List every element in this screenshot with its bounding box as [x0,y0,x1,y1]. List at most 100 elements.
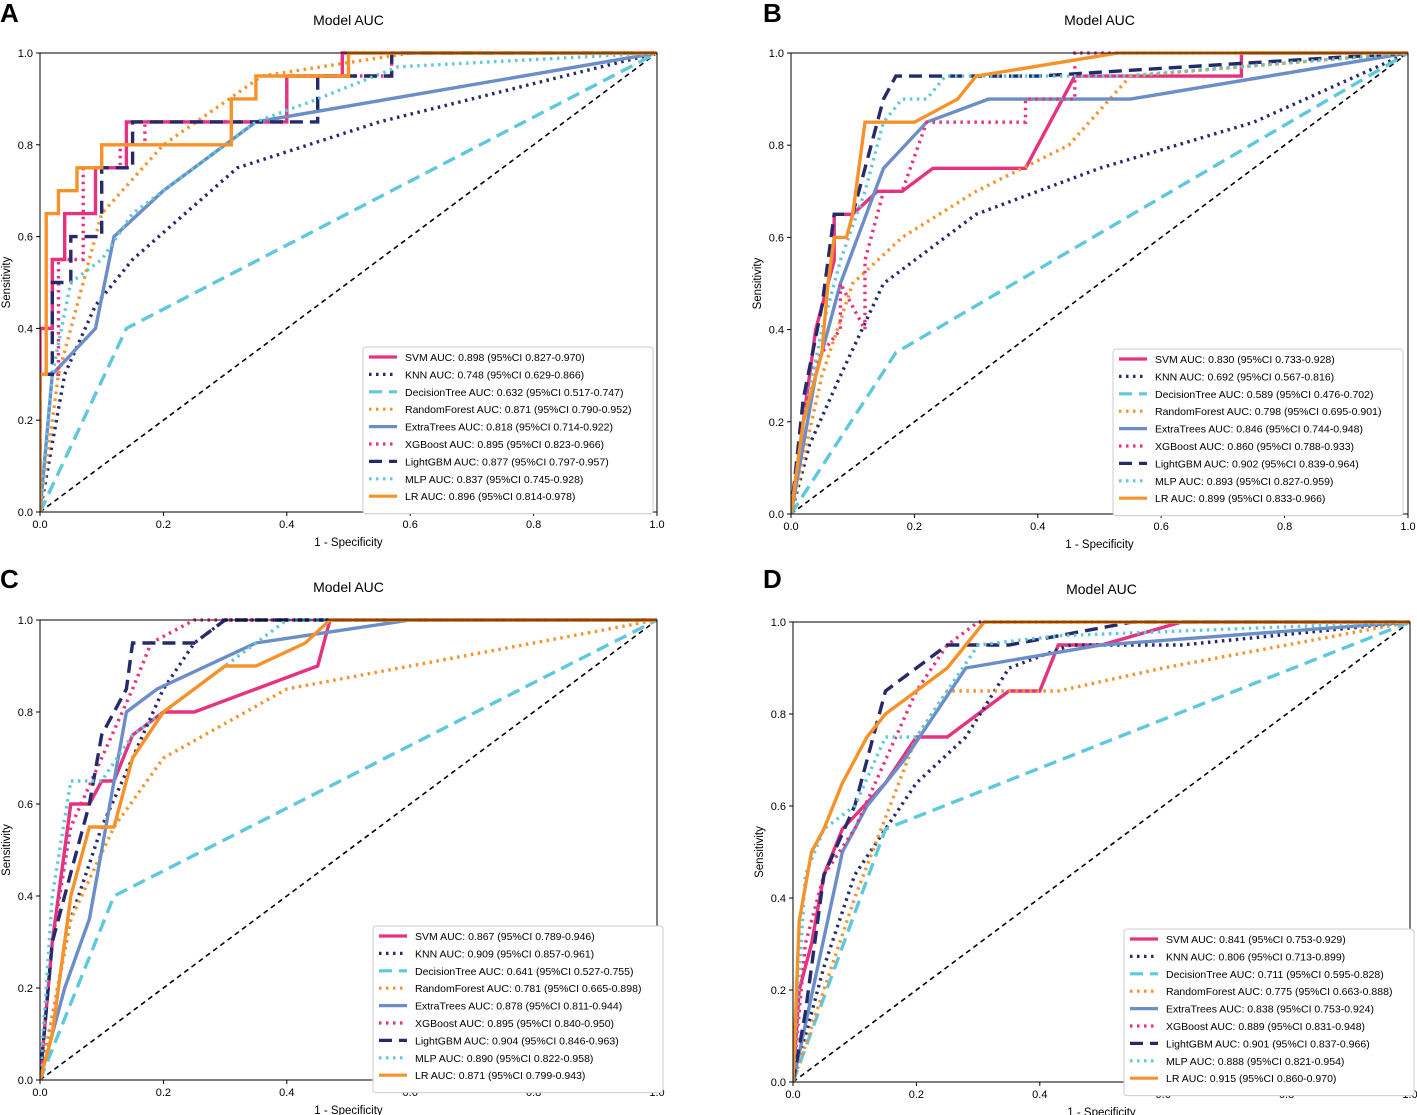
legend-label: KNN AUC: 0.909 (95%CI 0.857-0.961) [415,948,594,960]
x-tick-label: 0.2 [909,1089,924,1101]
x-tick-label: 0.0 [785,1089,800,1101]
chart-title: Model AUC [313,579,384,595]
y-tick-label: 0.8 [18,140,33,152]
roc-curve-knn [40,51,657,512]
y-tick-label: 0.6 [18,232,33,244]
legend-label: ExtraTrees AUC: 0.818 (95%CI 0.714-0.922… [405,422,613,434]
legend: SVM AUC: 0.898 (95%CI 0.827-0.970) KNN AU… [362,346,654,515]
legend-box [1123,928,1415,1097]
x-axis-label: 1 - Specificity [1067,1107,1136,1115]
y-axis-label: Sensitivity [752,257,764,309]
y-tick-label: 1.0 [18,48,33,60]
roc-curve-svm [793,620,1410,1082]
x-axis-label: 1 - Specificity [314,1105,383,1115]
y-tick-label: 0.8 [771,709,786,721]
legend-label: RandomForest AUC: 0.775 (95%CI 0.663-0.8… [1166,986,1392,998]
x-tick-label: 0.2 [907,521,922,533]
roc-curve-knn [793,620,1410,1082]
roc-curve-lightgbm [40,618,657,1080]
roc-curve-mlp [40,618,657,1080]
x-tick-label: 1.0 [1400,521,1415,533]
roc-curve-randomforest [791,51,1408,514]
legend-label: DecisionTree AUC: 0.589 (95%CI 0.476-0.7… [1155,389,1373,401]
y-tick-label: 0.2 [18,415,33,427]
legend: SVM AUC: 0.867 (95%CI 0.789-0.946) KNN AU… [372,925,664,1094]
legend-label: DecisionTree AUC: 0.632 (95%CI 0.517-0.7… [405,387,623,399]
legend-label: LightGBM AUC: 0.877 (95%CI 0.797-0.957) [405,456,609,468]
x-tick-label: 0.2 [156,1087,171,1099]
y-tick-label: 0.2 [18,983,33,995]
x-tick-label: 0.6 [1154,521,1169,533]
y-axis-label: Sensitivity [1,824,13,876]
plot-frame [39,52,658,513]
y-tick-label: 1.0 [769,48,784,60]
chance-line [39,52,658,513]
x-axis-label: 1 - Specificity [1065,539,1134,551]
chart-title: Model AUC [1066,581,1137,597]
y-tick-label: 0.4 [18,323,33,335]
panel-b: B Model AUC 0.0 0.2 0.4 0.6 0.8 1.0 0.0 0.2 0.4 0.6… [752,0,1416,551]
y-tick-label: 0.0 [769,509,784,521]
y-tick-label: 0.4 [771,893,786,905]
x-axis-label: 1 - Specificity [314,537,383,549]
legend-label: XGBoost AUC: 0.860 (95%CI 0.788-0.933) [1155,441,1354,453]
plot-frame [790,52,1409,515]
y-tick-label: 1.0 [771,617,786,629]
legend-label: XGBoost AUC: 0.889 (95%CI 0.831-0.948) [1166,1021,1365,1033]
chance-line [792,621,1411,1083]
panel-letter: B [763,0,782,28]
y-tick-label: 0.0 [771,1077,786,1089]
roc-curve-xgboost [793,620,1410,1082]
chance-line [39,619,658,1081]
y-tick-label: 0.0 [18,1075,33,1087]
x-tick-label: 0.0 [783,521,798,533]
legend-label: KNN AUC: 0.748 (95%CI 0.629-0.866) [405,369,584,381]
plot-frame [39,619,658,1081]
plot-frame [792,621,1411,1083]
y-tick-label: 0.6 [769,232,784,244]
x-tick-label: 1.0 [649,519,664,531]
roc-curve-lr [40,618,657,1080]
legend-label: ExtraTrees AUC: 0.846 (95%CI 0.744-0.948… [1155,424,1363,436]
y-tick-label: 0.4 [769,325,784,337]
legend-label: XGBoost AUC: 0.895 (95%CI 0.840-0.950) [415,1018,614,1030]
x-tick-label: 0.6 [403,519,418,531]
legend-label: LightGBM AUC: 0.902 (95%CI 0.839-0.964) [1155,458,1359,470]
roc-curve-lightgbm [40,51,657,512]
roc-curve-decisiontree [40,618,657,1080]
legend-label: ExtraTrees AUC: 0.878 (95%CI 0.811-0.944… [415,1001,622,1013]
legend-label: LR AUC: 0.871 (95%CI 0.799-0.943) [415,1070,585,1082]
legend-label: RandomForest AUC: 0.781 (95%CI 0.665-0.8… [415,983,641,995]
legend-box [372,925,664,1094]
legend-label: LightGBM AUC: 0.901 (95%CI 0.837-0.966) [1166,1038,1370,1050]
legend-label: MLP AUC: 0.890 (95%CI 0.822-0.958) [415,1053,593,1065]
y-axis-label: Sensitivity [754,826,766,878]
x-tick-label: 0.4 [1032,1089,1047,1101]
y-tick-label: 1.0 [18,615,33,627]
x-tick-label: 0.8 [526,519,541,531]
legend-label: SVM AUC: 0.898 (95%CI 0.827-0.970) [405,352,585,364]
legend-label: ExtraTrees AUC: 0.838 (95%CI 0.753-0.924… [1166,1004,1374,1016]
panel-letter: A [0,0,19,28]
legend-label: XGBoost AUC: 0.895 (95%CI 0.823-0.966) [405,439,604,451]
roc-curve-decisiontree [40,51,657,512]
legend-label: RandomForest AUC: 0.798 (95%CI 0.695-0.9… [1155,406,1381,418]
legend-label: MLP AUC: 0.837 (95%CI 0.745-0.928) [405,474,583,486]
x-tick-label: 0.0 [32,1087,47,1099]
legend-label: RandomForest AUC: 0.871 (95%CI 0.790-0.9… [405,404,631,416]
legend-label: SVM AUC: 0.830 (95%CI 0.733-0.928) [1155,354,1335,366]
legend-label: SVM AUC: 0.841 (95%CI 0.753-0.929) [1166,934,1346,946]
legend-label: LR AUC: 0.896 (95%CI 0.814-0.978) [405,491,575,503]
roc-curve-extratrees [793,620,1410,1082]
roc-curve-lightgbm [793,620,1410,1082]
legend-label: LR AUC: 0.899 (95%CI 0.833-0.966) [1155,493,1325,505]
y-tick-label: 0.0 [18,507,33,519]
y-tick-label: 0.2 [769,417,784,429]
y-tick-label: 0.4 [18,891,33,903]
legend-label: MLP AUC: 0.888 (95%CI 0.821-0.954) [1166,1056,1344,1068]
y-tick-label: 0.6 [18,799,33,811]
chart-title: Model AUC [313,12,384,28]
legend-label: DecisionTree AUC: 0.711 (95%CI 0.595-0.8… [1166,969,1384,981]
